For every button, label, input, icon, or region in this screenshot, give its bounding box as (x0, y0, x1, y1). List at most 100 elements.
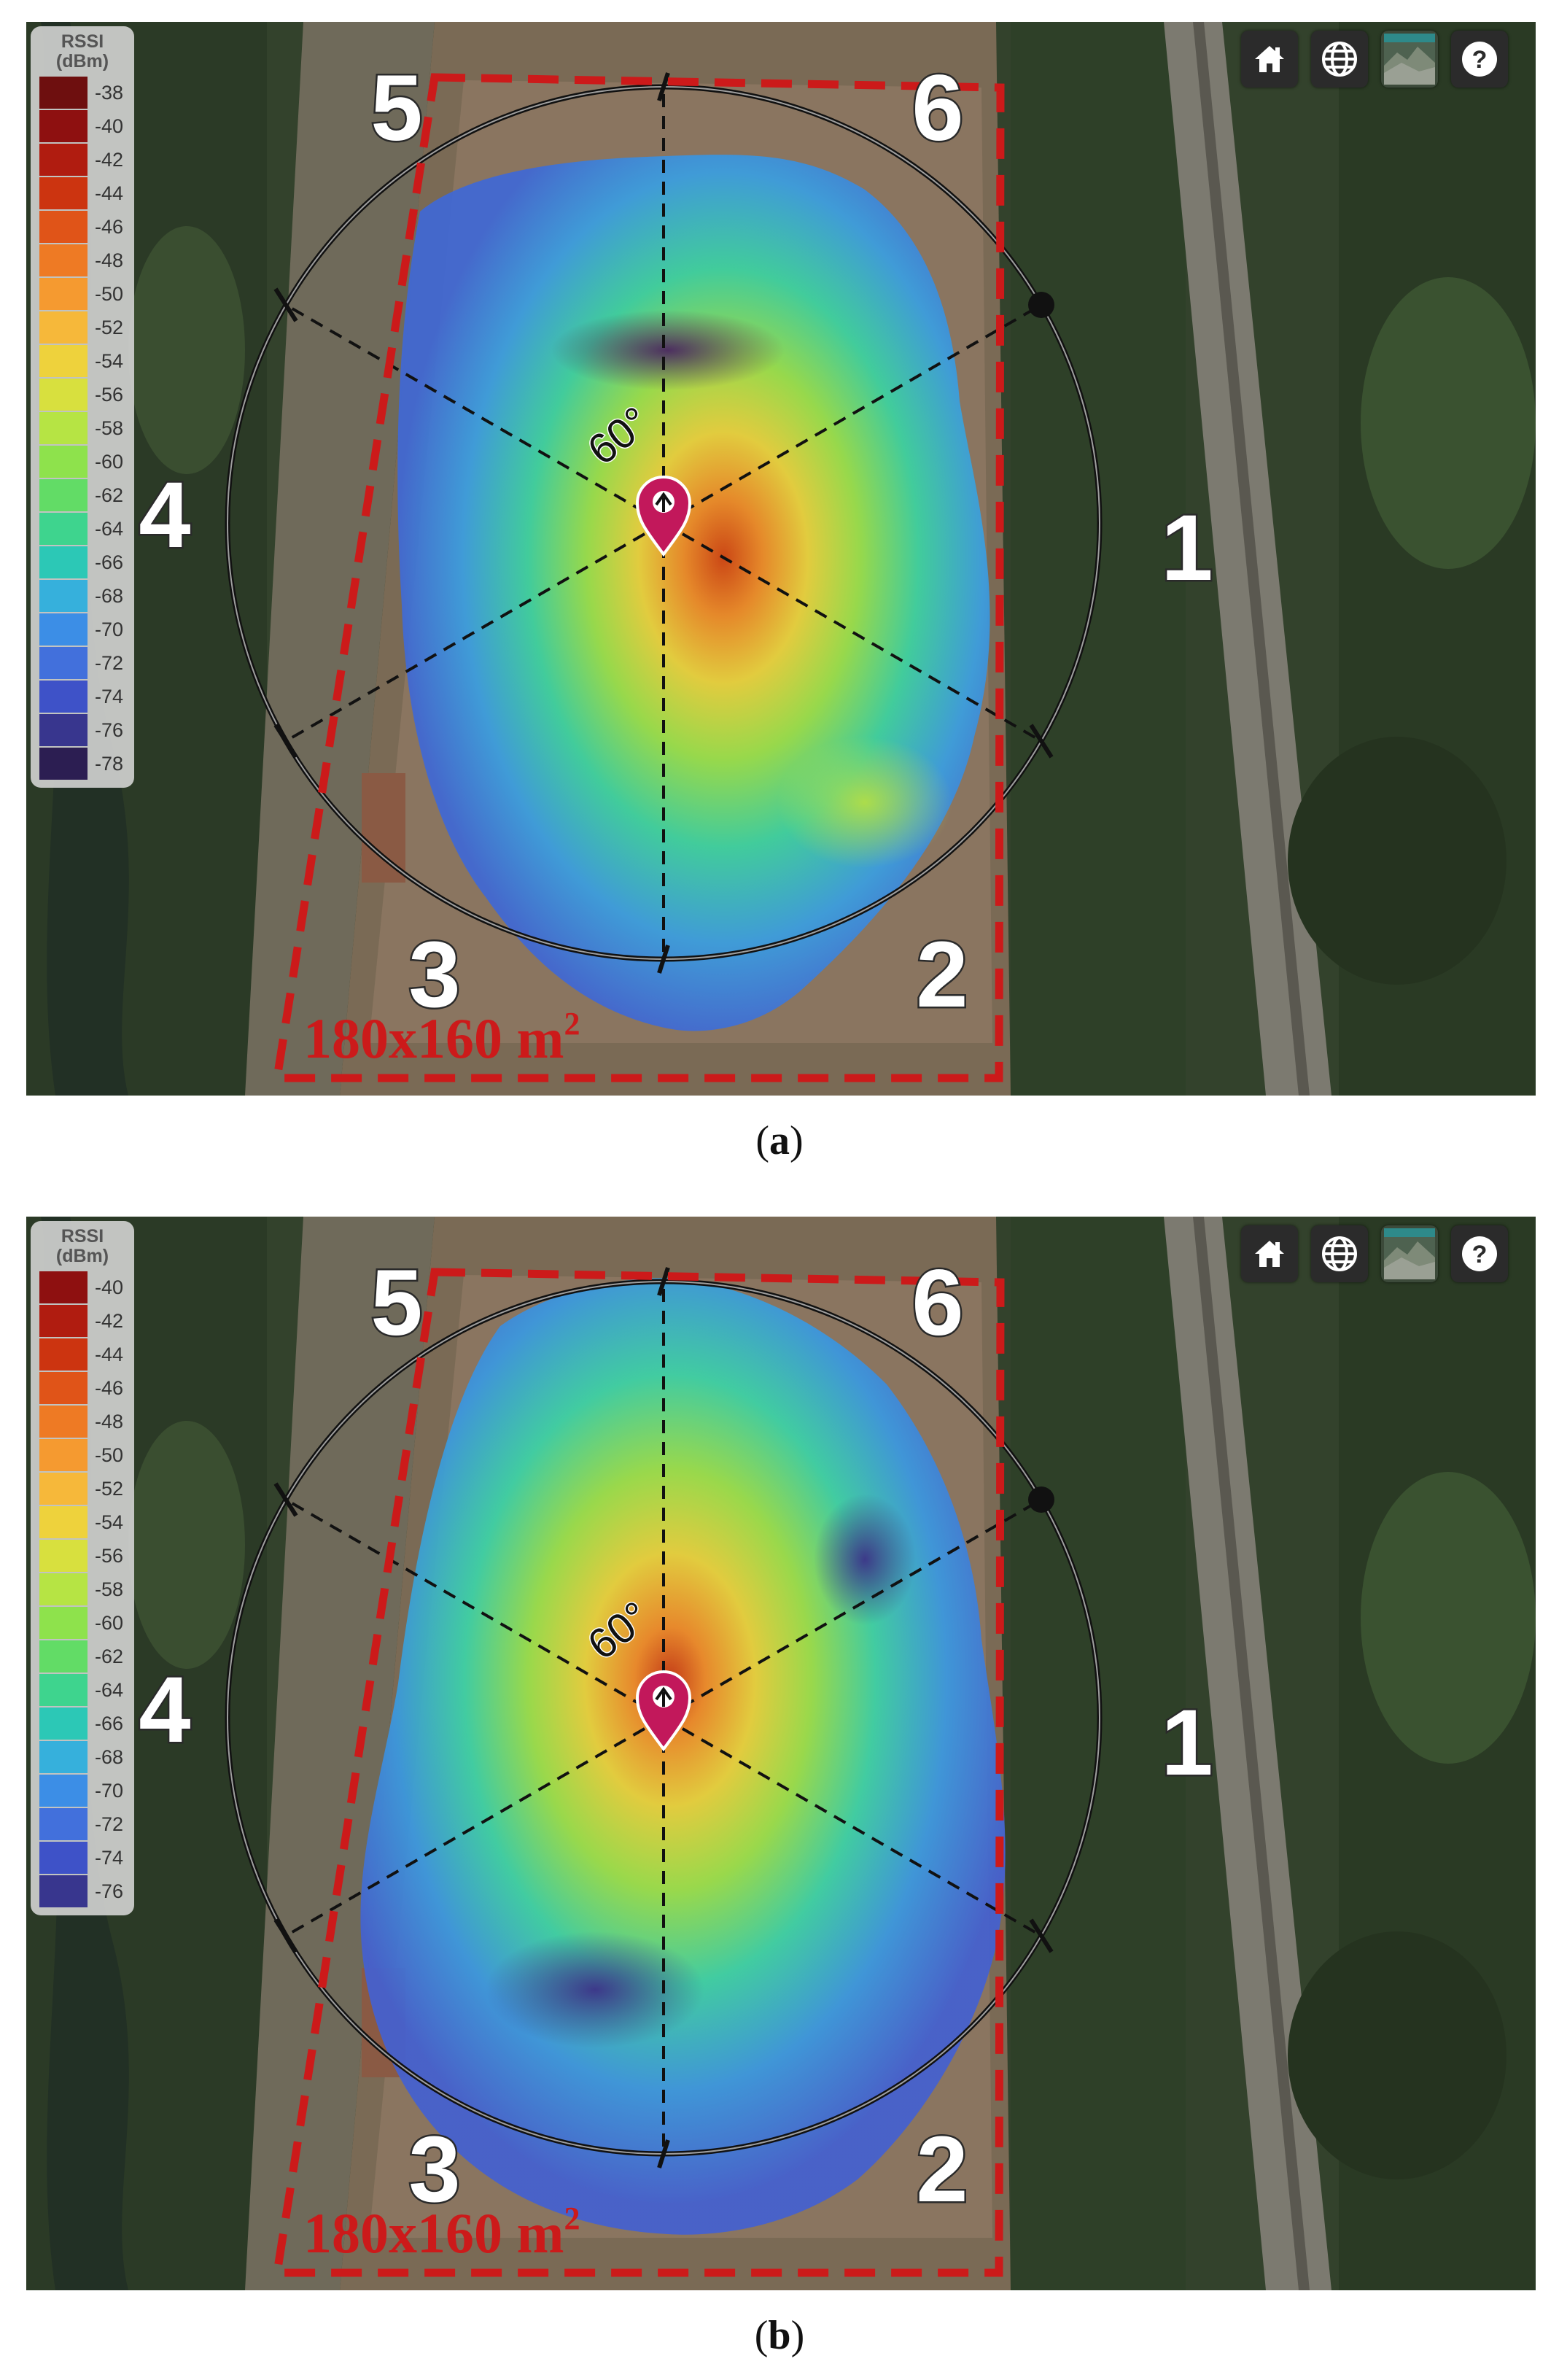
legend-entry: -76 (31, 713, 134, 747)
legend-value: -42 (95, 148, 124, 171)
sector-label-4: 4 (139, 463, 190, 567)
globe-button[interactable] (1311, 31, 1368, 88)
legend-value: -78 (95, 752, 124, 775)
sector-label-2: 2 (916, 923, 968, 1027)
legend-swatch (39, 1808, 88, 1840)
home-button[interactable] (1241, 1225, 1298, 1282)
legend-swatch (39, 1708, 88, 1740)
sector-label-6: 6 (911, 1251, 963, 1355)
legend-swatch (39, 1775, 88, 1807)
legend-value: -56 (95, 1544, 124, 1567)
legend-value: -60 (95, 450, 124, 473)
legend-entry: -50 (31, 1438, 134, 1472)
sector-label-1: 1 (1161, 1691, 1213, 1795)
sector-label-1: 1 (1161, 496, 1213, 600)
legend-units: (dBm) (55, 1246, 109, 1266)
globe-button[interactable] (1311, 1225, 1368, 1282)
help-button[interactable]: ? (1451, 31, 1508, 88)
legend-entry: -72 (31, 1807, 134, 1841)
legend-swatch (39, 110, 88, 142)
legend-value: -62 (95, 1645, 124, 1667)
area-label: 180x160 m2 (303, 2201, 580, 2265)
legend-title: RSSI (61, 31, 104, 52)
legend-swatch (39, 244, 88, 276)
svg-text:?: ? (1472, 46, 1488, 74)
legend-value: -68 (95, 1745, 124, 1768)
legend-value: -74 (95, 1846, 124, 1869)
legend-swatch (39, 278, 88, 310)
sector-label-5: 5 (370, 56, 422, 160)
satellite-layer-button[interactable] (1381, 1225, 1438, 1282)
legend-entry: -64 (31, 512, 134, 546)
legend-swatch (39, 144, 88, 176)
legend-swatch (39, 1439, 88, 1471)
home-icon (1255, 46, 1284, 72)
legend-value: -42 (95, 1309, 124, 1332)
legend-value: -40 (95, 115, 124, 137)
home-button[interactable] (1241, 31, 1298, 88)
legend-value: -68 (95, 584, 124, 607)
legend-value: -52 (95, 316, 124, 338)
legend-value: -66 (95, 1712, 124, 1734)
legend-entry: -48 (31, 244, 134, 277)
legend-value: -66 (95, 551, 124, 573)
legend-value: -64 (95, 517, 124, 540)
help-icon: ? (1462, 42, 1497, 77)
legend-entry: -38 (31, 76, 134, 109)
legend-value: -60 (95, 1611, 124, 1634)
sector-label-3: 3 (408, 923, 460, 1027)
legend-entry: -46 (31, 1371, 134, 1405)
legend-entry: -42 (31, 1304, 134, 1338)
legend-value: -64 (95, 1678, 124, 1701)
legend-swatch (39, 613, 88, 646)
globe-icon (1322, 1236, 1357, 1271)
legend-swatch (39, 1842, 88, 1874)
satellite-layer-icon (1384, 1228, 1435, 1279)
legend-value: -74 (95, 685, 124, 708)
legend-entry: -50 (31, 277, 134, 311)
legend-swatch (39, 1406, 88, 1438)
legend-entry: -54 (31, 344, 134, 378)
legend-swatch (39, 412, 88, 444)
legend-value: -54 (95, 1511, 124, 1533)
legend-value: -70 (95, 1779, 124, 1802)
legend-value: -44 (95, 182, 124, 204)
sector-label-6: 6 (911, 56, 963, 160)
legend-swatch (39, 211, 88, 243)
legend-entry: -74 (31, 680, 134, 713)
legend-value: -56 (95, 383, 124, 406)
legend-entry: -66 (31, 1707, 134, 1740)
legend-swatch (39, 1305, 88, 1337)
legend-value: -46 (95, 215, 124, 238)
legend-entry: -58 (31, 1573, 134, 1606)
home-icon (1255, 1241, 1284, 1267)
satellite-layer-button[interactable] (1381, 31, 1438, 88)
legend-value: -58 (95, 416, 124, 439)
legend-entry: -52 (31, 1472, 134, 1505)
satellite-map-b[interactable]: 1 2 3 4 5 6 60° 180x160 m2 (26, 1217, 1536, 2290)
legend-swatch (39, 1875, 88, 1907)
legend-entry: -48 (31, 1405, 134, 1438)
legend-swatch (39, 446, 88, 478)
map-panel-a[interactable]: 1 2 3 4 5 6 60° 180x160 m2 RSSI (dBm) -3… (26, 22, 1536, 1096)
satellite-map-a[interactable]: 1 2 3 4 5 6 60° 180x160 m2 (26, 22, 1536, 1096)
legend-swatch (39, 1540, 88, 1572)
legend-swatch (39, 311, 88, 344)
legend-value: -58 (95, 1578, 124, 1600)
map-toolbar-a: ? (1241, 31, 1508, 88)
legend-swatch (39, 345, 88, 377)
help-button[interactable]: ? (1451, 1225, 1508, 1282)
legend-swatch (39, 1473, 88, 1505)
legend-swatch (39, 647, 88, 679)
legend-swatch (39, 1741, 88, 1773)
legend-value: -48 (95, 1410, 124, 1433)
legend-entry: -68 (31, 1740, 134, 1774)
legend-entry: -64 (31, 1673, 134, 1707)
legend-swatch (39, 1506, 88, 1538)
legend-entry: -58 (31, 411, 134, 445)
transmitter-marker-b[interactable] (635, 1670, 692, 1752)
caption-a: (a) (755, 1118, 804, 1163)
transmitter-marker-a[interactable] (635, 475, 692, 557)
legend-entry: -40 (31, 109, 134, 143)
map-panel-b[interactable]: 1 2 3 4 5 6 60° 180x160 m2 RSSI (dBm) -4… (26, 1217, 1536, 2290)
